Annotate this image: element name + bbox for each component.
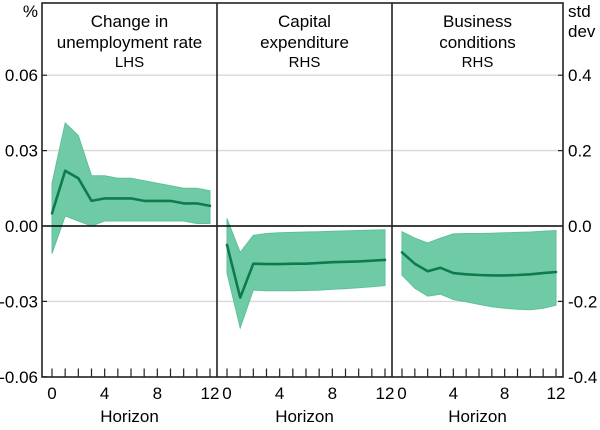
left-axis-tick-label: 0.00 bbox=[5, 217, 38, 236]
panel-title-line: expenditure bbox=[260, 33, 349, 52]
x-axis-title: Horizon bbox=[100, 407, 159, 426]
x-axis-tick-label: 4 bbox=[100, 384, 109, 403]
right-axis-tick-label: -0.2 bbox=[568, 292, 597, 311]
x-axis-tick-label: 8 bbox=[153, 384, 162, 403]
right-axis-tick-label: 0.0 bbox=[568, 217, 592, 236]
x-axis-tick-label: 12 bbox=[201, 384, 220, 403]
x-axis-tick-label: 12 bbox=[547, 384, 566, 403]
x-axis-tick-label: 8 bbox=[500, 384, 509, 403]
confidence-band bbox=[226, 218, 386, 330]
panel-title-line: conditions bbox=[439, 33, 516, 52]
panel-title-line: Business bbox=[443, 12, 512, 31]
confidence-band bbox=[401, 229, 557, 311]
x-axis-tick-label: 0 bbox=[222, 384, 231, 403]
median-line bbox=[50, 169, 212, 215]
panel-title-line: Capital bbox=[278, 12, 331, 31]
left-axis-tick-label: -0.06 bbox=[0, 368, 38, 387]
panel-title-line: unemployment rate bbox=[57, 33, 203, 52]
left-axis-unit-label: % bbox=[23, 2, 38, 21]
left-axis-tick-label: 0.03 bbox=[5, 142, 38, 161]
right-axis-tick-label: -0.4 bbox=[568, 368, 597, 387]
panel-axis-tag: RHS bbox=[462, 54, 494, 71]
median-line bbox=[400, 251, 558, 277]
panel-title-line: Change in bbox=[91, 12, 169, 31]
x-axis-tick-label: 0 bbox=[47, 384, 56, 403]
x-axis-tick-label: 4 bbox=[275, 384, 284, 403]
x-axis-tick-label: 4 bbox=[449, 384, 458, 403]
right-axis-tick-label: 0.4 bbox=[568, 66, 592, 85]
x-axis-tick-label: 0 bbox=[397, 384, 406, 403]
left-axis-tick-label: 0.06 bbox=[5, 66, 38, 85]
right-axis-unit-label: std bbox=[568, 2, 591, 21]
x-axis-title: Horizon bbox=[275, 407, 334, 426]
right-axis-tick-label: 0.2 bbox=[568, 142, 592, 161]
confidence-band bbox=[51, 122, 211, 254]
x-axis-tick-label: 8 bbox=[328, 384, 337, 403]
median-line bbox=[225, 243, 387, 299]
left-axis-tick-label: -0.03 bbox=[0, 292, 38, 311]
plot-frame bbox=[41, 2, 564, 378]
panel-axis-tag: LHS bbox=[115, 54, 144, 71]
right-axis-unit-label: dev bbox=[568, 22, 596, 41]
x-axis-title: Horizon bbox=[448, 407, 507, 426]
panel-axis-tag: RHS bbox=[289, 54, 321, 71]
x-axis-tick-label: 12 bbox=[376, 384, 395, 403]
